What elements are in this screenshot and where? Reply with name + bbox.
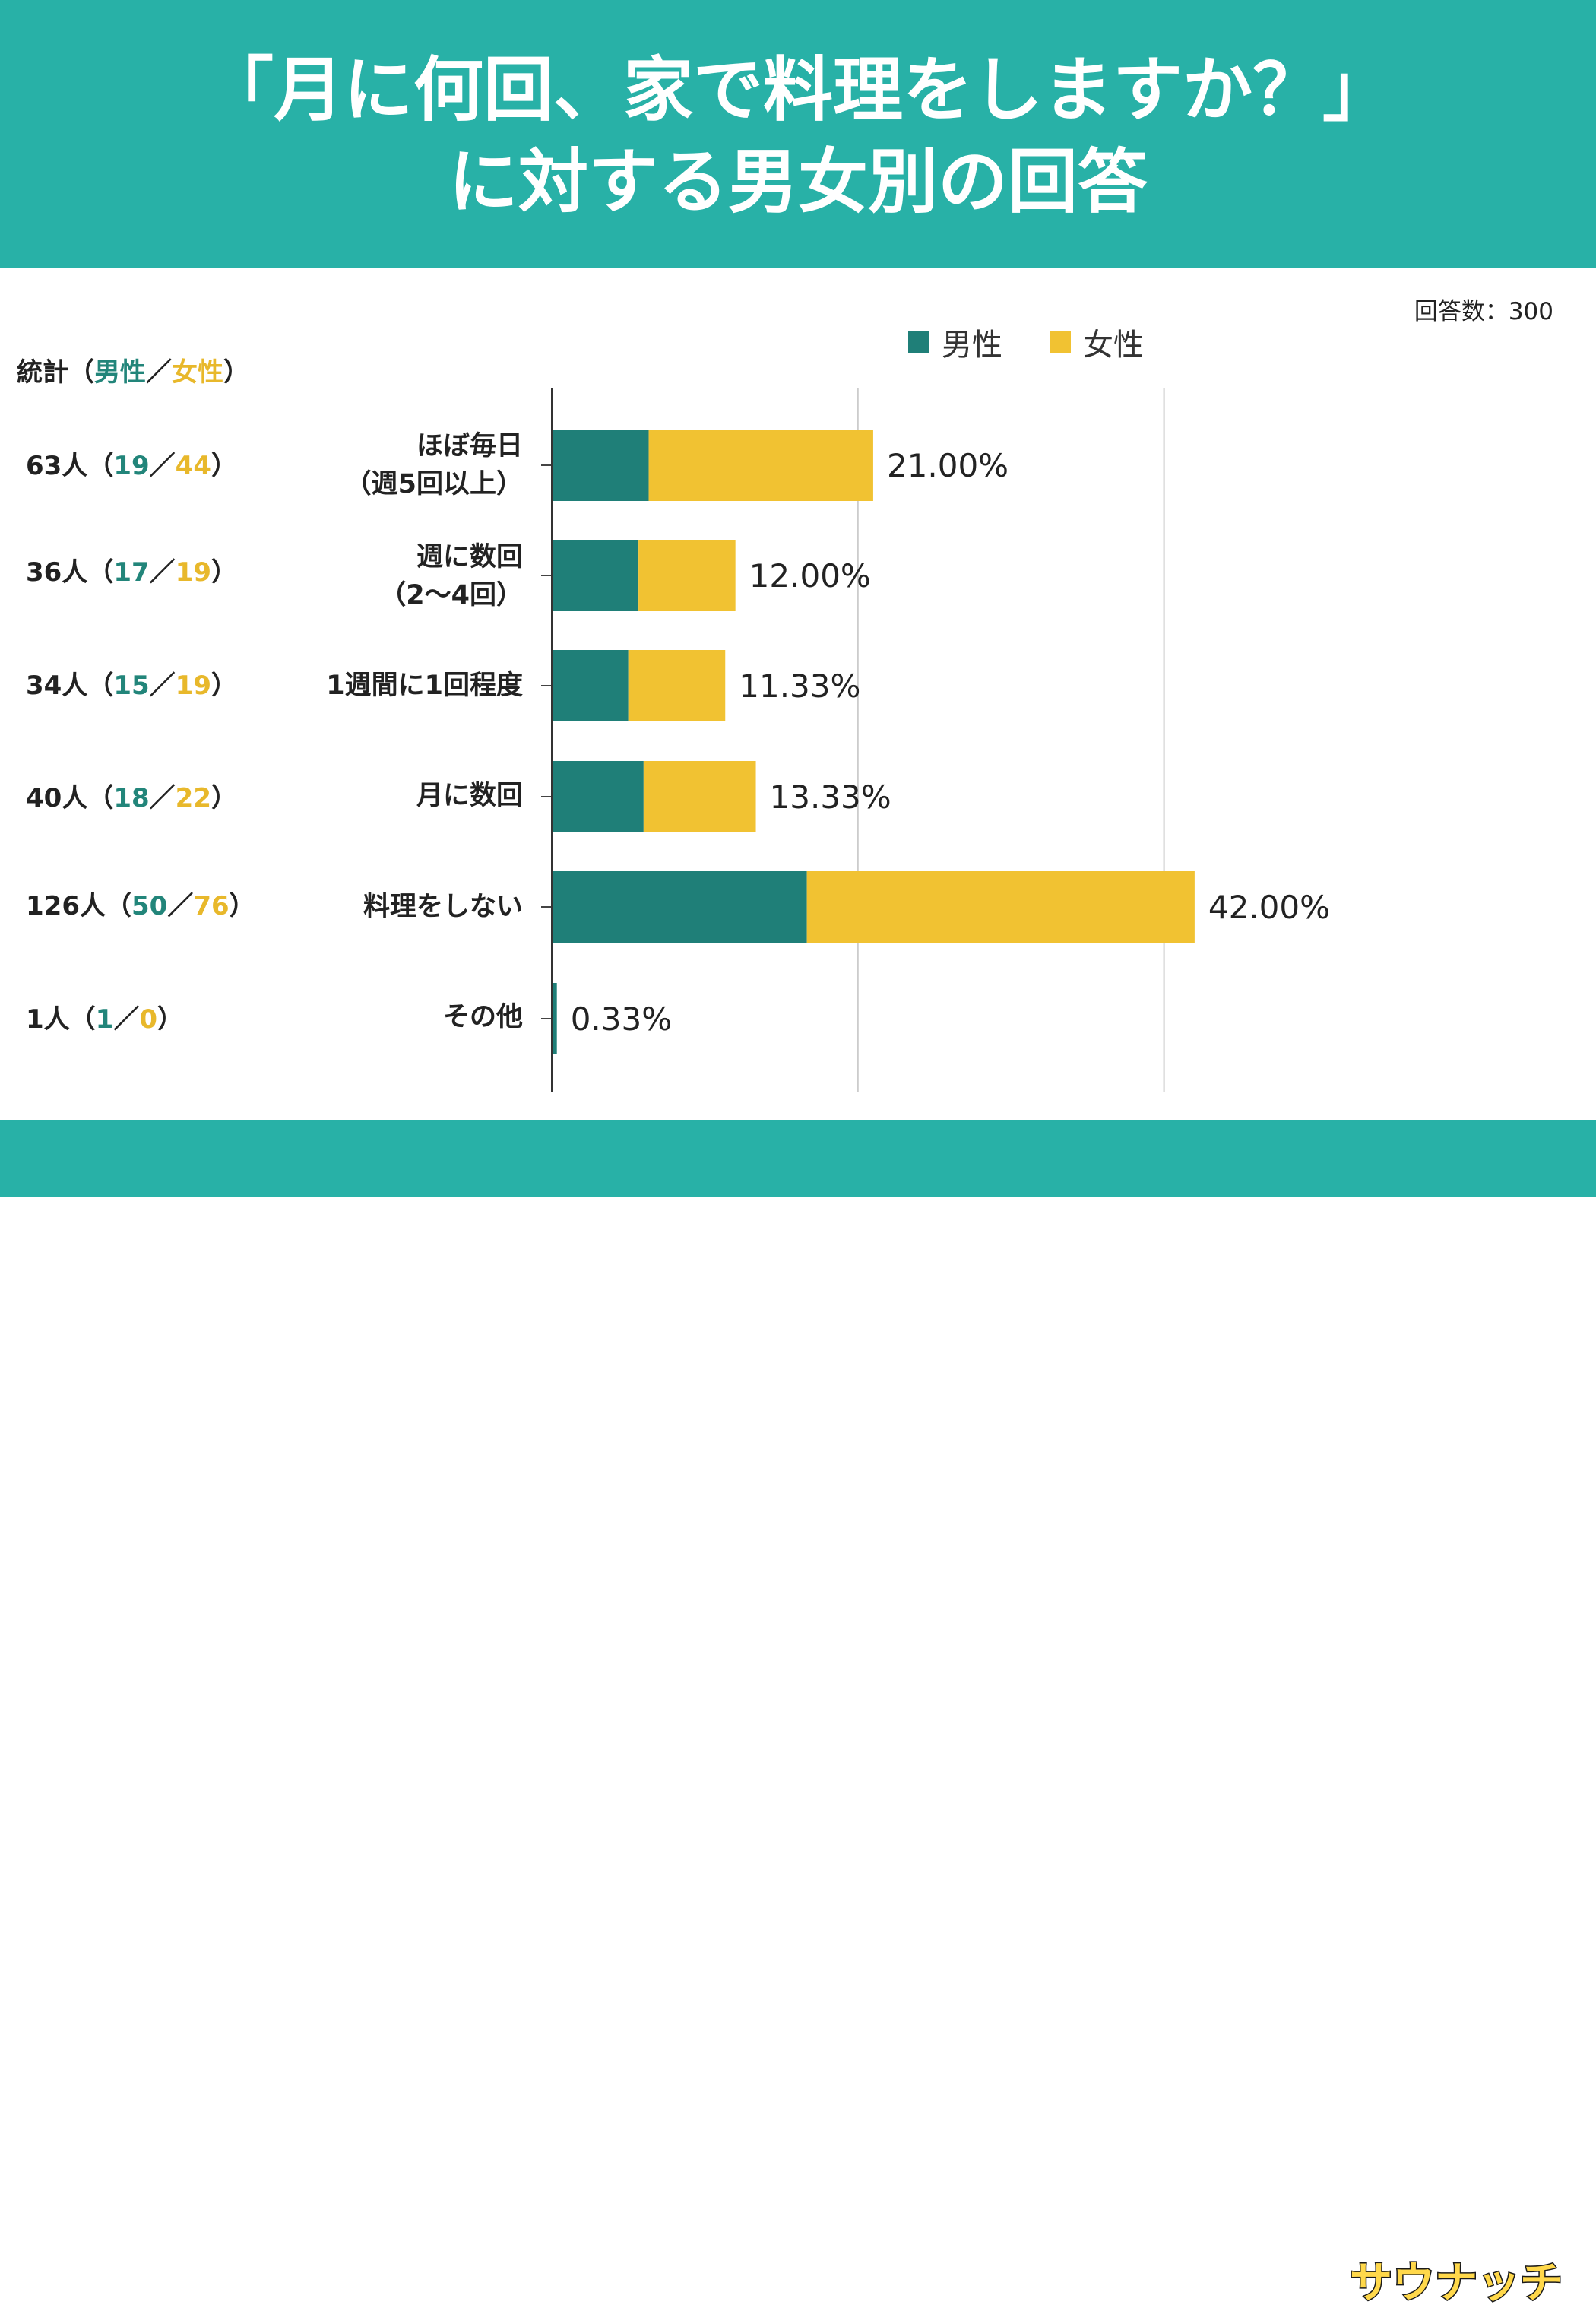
stat-total: 1人（ [26,1004,96,1035]
title-line-1: 「月に何回、家で料理をしますか？」 [203,49,1392,131]
stat-male: 18 [113,783,150,813]
data-label: 13.33% [770,778,891,816]
stat-row: 1人（1／0） [26,997,183,1042]
legend-female-swatch [1050,331,1071,353]
bar-male [552,540,639,611]
stat-male: 19 [113,451,150,481]
stat-sep: ／ [149,783,176,813]
category-label: 週に数回 （2〜4回） [188,538,523,614]
stat-close: ） [157,1004,184,1035]
category-label: 料理をしない [188,888,523,926]
bar-female [806,871,1195,943]
stat-female: 76 [193,891,230,921]
stat-sep: ／ [167,891,194,921]
legend-female-label: 女性 [1083,328,1144,363]
data-label: 0.33% [571,1000,672,1038]
stat-close: ） [211,451,237,481]
stat-close: ） [211,670,237,701]
stat-total: 63人（ [26,451,114,481]
category-label: 1週間に1回程度 [188,667,523,705]
category-label: ほぼ毎日 （週5回以上） [188,427,523,503]
data-label: 42.00% [1208,889,1330,926]
sample-size: 回答数：300 [1414,298,1553,325]
bar-female [628,650,726,721]
stat-female: 19 [175,557,211,588]
category-label: 月に数回 [188,777,523,815]
stat-female: 44 [175,451,211,481]
stat-row: 63人（19／44） [26,443,237,489]
category-label: その他 [188,998,523,1036]
bar-male [552,761,644,832]
stat-row: 34人（15／19） [26,663,237,709]
footer-bar: サウナッチ [0,1120,1596,2309]
legend: 男性 女性 [908,321,1144,363]
stat-female: 22 [175,783,211,813]
category-label-line: 1週間に1回程度 [326,670,523,701]
stat-female: 19 [175,670,211,701]
stats-header-suffix: ） [223,357,249,388]
stats-header-sep: ／ [146,357,172,388]
category-label-line: 週に数回 [416,542,523,572]
stats-header-prefix: 統計（ [17,357,94,388]
bar-male [552,650,629,721]
stat-total: 34人（ [26,670,114,701]
brand-logo: サウナッチ [1349,2258,1564,2309]
stat-male: 1 [95,1004,114,1035]
bar-male [552,871,807,943]
data-label: 12.00% [749,557,871,594]
brand-logo-text: サウナッチ [1350,2259,1563,2308]
category-label-line: その他 [442,1002,523,1032]
bar-female [643,761,756,832]
stat-female: 0 [139,1004,158,1035]
stat-sep: ／ [149,451,176,481]
category-label-line: （週5回以上） [344,469,523,499]
stat-total: 36人（ [26,557,114,588]
bar-chart: 21.00% 12.00% 11.33% 13.33% 42.00% 0.33% [541,388,1330,1092]
title-banner: 「月に何回、家で料理をしますか？」 に対する男女別の回答 [0,0,1596,268]
category-label-line: 料理をしない [363,892,523,922]
title-line-2: に対する男女別の回答 [448,141,1148,223]
stat-total: 40人（ [26,783,114,813]
stat-sep: ／ [113,1004,140,1035]
stat-male: 15 [113,670,150,701]
stat-sep: ／ [149,557,176,588]
stats-header: 統計（男性／女性） [17,351,249,388]
stat-close: ） [211,783,237,813]
stat-male: 50 [131,891,168,921]
stat-total: 126人（ [26,891,131,921]
legend-male-swatch [908,331,929,353]
category-label-line: ほぼ毎日 [416,431,523,461]
data-label: 21.00% [887,447,1009,484]
stat-close: ） [211,557,237,588]
data-label: 11.33% [739,667,860,705]
stat-row: 40人（18／22） [26,775,237,821]
stats-header-female: 女性 [172,357,223,388]
category-label-line: （2〜4回） [379,580,523,610]
bar-male [552,983,557,1054]
stat-sep: ／ [149,670,176,701]
bar-female [638,540,736,611]
stat-row: 36人（17／19） [26,550,237,595]
legend-male-label: 男性 [942,328,1002,363]
category-label-line: 月に数回 [416,781,523,811]
stat-row: 126人（50／76） [26,883,255,929]
stat-male: 17 [113,557,150,588]
stats-header-male: 男性 [94,357,146,388]
bar-male [552,430,649,501]
stat-close: ） [229,891,255,921]
bar-female [648,430,873,501]
